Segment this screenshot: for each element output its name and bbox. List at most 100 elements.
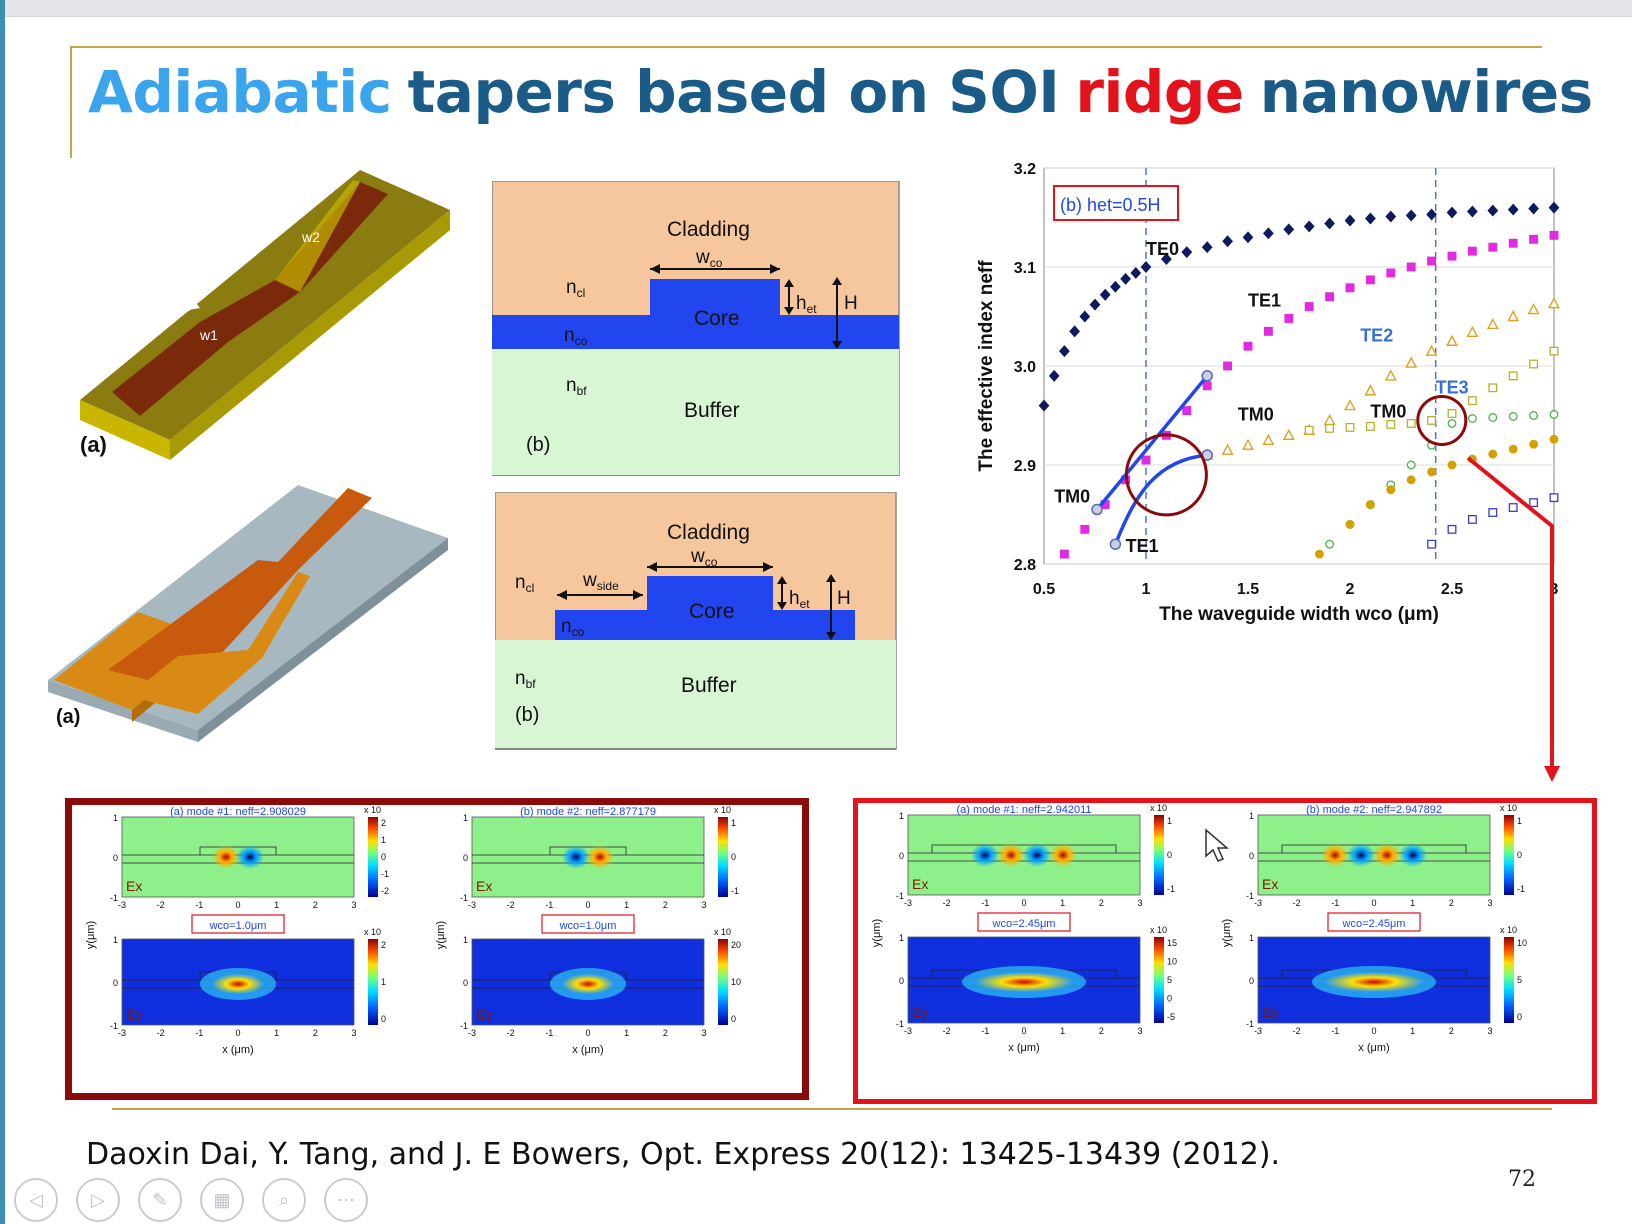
- axis-tick: 3: [1487, 898, 1492, 908]
- axis-tick: -1: [110, 1021, 118, 1031]
- point-TE1: [1265, 328, 1273, 336]
- pen-icon[interactable]: ✎: [138, 1178, 182, 1222]
- mode-label-TM0: TM0: [1054, 487, 1090, 507]
- colorbar-unit: x 10: [1500, 925, 1517, 935]
- axis-tick: 0: [899, 976, 904, 986]
- axis-tick: -3: [468, 1028, 476, 1038]
- colorbar-tick: 15: [1167, 938, 1177, 948]
- slides-icon[interactable]: ▦: [200, 1178, 244, 1222]
- chart-title: (b) het=0.5H: [1060, 195, 1161, 215]
- point-TE3: [1448, 420, 1456, 428]
- axis-tick: 0: [113, 853, 118, 863]
- point-TE1: [1244, 342, 1252, 350]
- colorbar-tick: 0: [731, 852, 736, 862]
- axis-tick: 0: [585, 1028, 590, 1038]
- title-word-2: ridge: [1075, 58, 1243, 126]
- field-component-label: Ex: [912, 876, 928, 892]
- colorbar-tick: 0: [1517, 850, 1522, 860]
- prev-icon[interactable]: ◁: [14, 1178, 58, 1222]
- point-TE1: [1326, 293, 1334, 301]
- colorbar-tick: -1: [381, 869, 389, 879]
- axis-tick: 1: [113, 813, 118, 823]
- colorbar-tick: -1: [1167, 884, 1175, 894]
- colorbar-tick: 1: [1167, 816, 1172, 826]
- H-label: H: [844, 293, 858, 314]
- x-axis-title: x (μm): [1008, 1042, 1039, 1054]
- point-TM0: [1448, 410, 1456, 418]
- conversion-endpoint: [1202, 371, 1212, 381]
- mode-panel-left: Ex (a) mode #1: neff=2.908029 1 0 -1 -3 -2 -1 0 1…: [65, 798, 809, 1100]
- y-axis-title: y(μm): [1221, 919, 1233, 947]
- point-TM0: [1346, 424, 1354, 432]
- axis-tick: 3: [1137, 898, 1142, 908]
- axis-tick: 3: [1137, 1026, 1142, 1036]
- title-word-1: tapers based on SOI: [408, 58, 1060, 126]
- axis-tick: 0: [1021, 1026, 1026, 1036]
- axis-tick: -3: [1254, 1026, 1262, 1036]
- axis-tick: 2: [1099, 1026, 1104, 1036]
- point-TM0: [1407, 420, 1415, 428]
- colorbar-tick: -1: [1517, 884, 1525, 894]
- axis-tick: -2: [157, 900, 165, 910]
- axis-tick: 0: [1371, 898, 1376, 908]
- axis-tick: -1: [896, 891, 904, 901]
- x-axis-label: The waveguide width wco (μm): [1159, 604, 1439, 625]
- axis-tick: -2: [507, 900, 515, 910]
- axis-tick: 1: [274, 900, 279, 910]
- axis-tick: 0: [463, 853, 468, 863]
- axis-tick: 0: [1021, 898, 1026, 908]
- axis-tick: -1: [1246, 891, 1254, 901]
- axis-tick: 1: [463, 813, 468, 823]
- taper-3d-top: Ltp w2 w1 (a): [70, 170, 470, 470]
- point-TM0: [1550, 347, 1558, 355]
- axis-tick: 3: [701, 900, 706, 910]
- point-TE1: [1469, 247, 1477, 255]
- more-icon[interactable]: ⋯: [324, 1178, 368, 1222]
- axis-tick: 3: [701, 1028, 706, 1038]
- point-TM0: [1469, 397, 1477, 405]
- field-component-label: Ex: [1262, 876, 1278, 892]
- mode-label-TM0: TM0: [1370, 401, 1406, 421]
- point-TE3: [1509, 413, 1517, 421]
- colorbar-unit: x 10: [364, 805, 381, 815]
- point-TE1: [1224, 362, 1232, 370]
- axis-tick: -3: [904, 1026, 912, 1036]
- core-label: Core: [694, 307, 740, 330]
- axis-tick: -2: [157, 1028, 165, 1038]
- axis-tick: -1: [981, 898, 989, 908]
- width-caption: wco=2.45μm: [992, 918, 1056, 930]
- cladding-label-2: Cladding: [667, 521, 750, 544]
- colorbar-tick: 0: [381, 1014, 386, 1024]
- next-icon[interactable]: ▷: [76, 1178, 120, 1222]
- mode-field-2: Ex(b) mode #2: neff=2.94789210-1-3 -2 -1 0 1…: [1246, 803, 1525, 908]
- axis-tick: 1: [113, 935, 118, 945]
- mode-label-TE2: TE2: [1360, 325, 1393, 345]
- axis-tick: 2: [663, 1028, 668, 1038]
- axis-tick: 1: [624, 1028, 629, 1038]
- point-TE1: [1061, 550, 1069, 558]
- title-word-3: nanowires: [1260, 58, 1593, 126]
- axis-tick: -1: [460, 893, 468, 903]
- axis-tick: 2: [313, 1028, 318, 1038]
- axis-tick: -2: [943, 1026, 951, 1036]
- colorbar-tick: 0: [1167, 994, 1172, 1004]
- x-axis-title: x (μm): [1358, 1042, 1389, 1054]
- buffer-label-2: Buffer: [681, 674, 737, 697]
- mouse-cursor-icon: [1204, 828, 1230, 864]
- point-TE3: [1326, 540, 1334, 548]
- conversion-endpoint: [1092, 505, 1102, 515]
- axis-tick: 2: [663, 900, 668, 910]
- slide-title: Adiabatic tapers based on SOI ridge nanowir…: [88, 58, 1538, 148]
- point-TE1: [1346, 284, 1354, 292]
- zoom-icon[interactable]: ⌕: [262, 1178, 306, 1222]
- width-caption: wco=2.45μm: [1342, 918, 1406, 930]
- axis-tick: -1: [545, 900, 553, 910]
- axis-tick: -3: [468, 900, 476, 910]
- field-component-label: Ey: [1262, 1004, 1278, 1020]
- colorbar-tick: -5: [1167, 1012, 1175, 1022]
- colorbar-tick: -1: [731, 886, 739, 896]
- axis-tick: -1: [1331, 898, 1339, 908]
- x-tick-label: 1: [1142, 581, 1151, 598]
